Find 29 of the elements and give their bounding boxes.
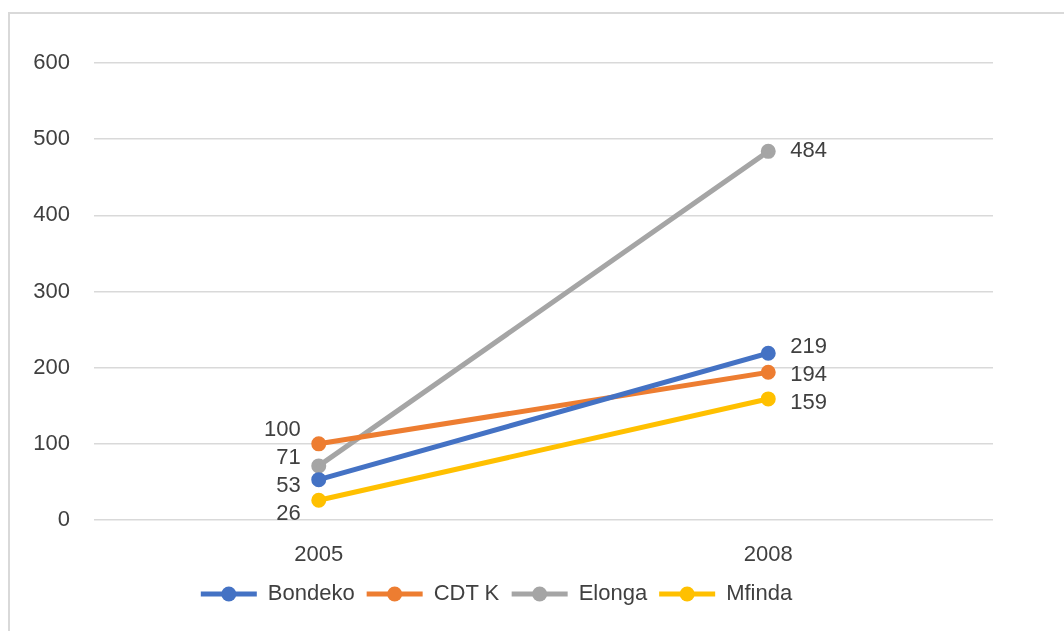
- point: [760, 391, 776, 407]
- data-label: 100: [264, 416, 301, 442]
- point: [760, 364, 776, 380]
- y-tick-label: 100: [33, 429, 70, 455]
- point: [760, 143, 776, 159]
- y-tick-label: 200: [33, 353, 70, 379]
- point: [760, 345, 776, 361]
- legend-label: Mfinda: [726, 580, 793, 606]
- y-tick-label: 500: [33, 125, 70, 151]
- x-tick-label: 2005: [294, 541, 344, 567]
- data-label: 159: [790, 388, 827, 414]
- y-tick-label: 300: [33, 277, 70, 303]
- x-tick-label: 2008: [743, 541, 793, 567]
- data-label: 71: [276, 444, 301, 470]
- point: [311, 458, 327, 474]
- point: [311, 436, 327, 452]
- legend-label: CDT K: [433, 580, 500, 606]
- data-label: 194: [790, 360, 827, 386]
- legend-label: Bondeko: [267, 580, 355, 606]
- point: [311, 472, 327, 488]
- data-label: 484: [790, 137, 827, 163]
- data-label: 26: [276, 500, 301, 526]
- data-label: 53: [276, 472, 301, 498]
- y-tick-label: 600: [33, 49, 70, 75]
- y-tick-label: 0: [57, 506, 70, 532]
- legend-label: Elonga: [578, 580, 648, 606]
- data-label: 219: [790, 332, 827, 358]
- point: [311, 492, 327, 508]
- y-tick-label: 400: [33, 201, 70, 227]
